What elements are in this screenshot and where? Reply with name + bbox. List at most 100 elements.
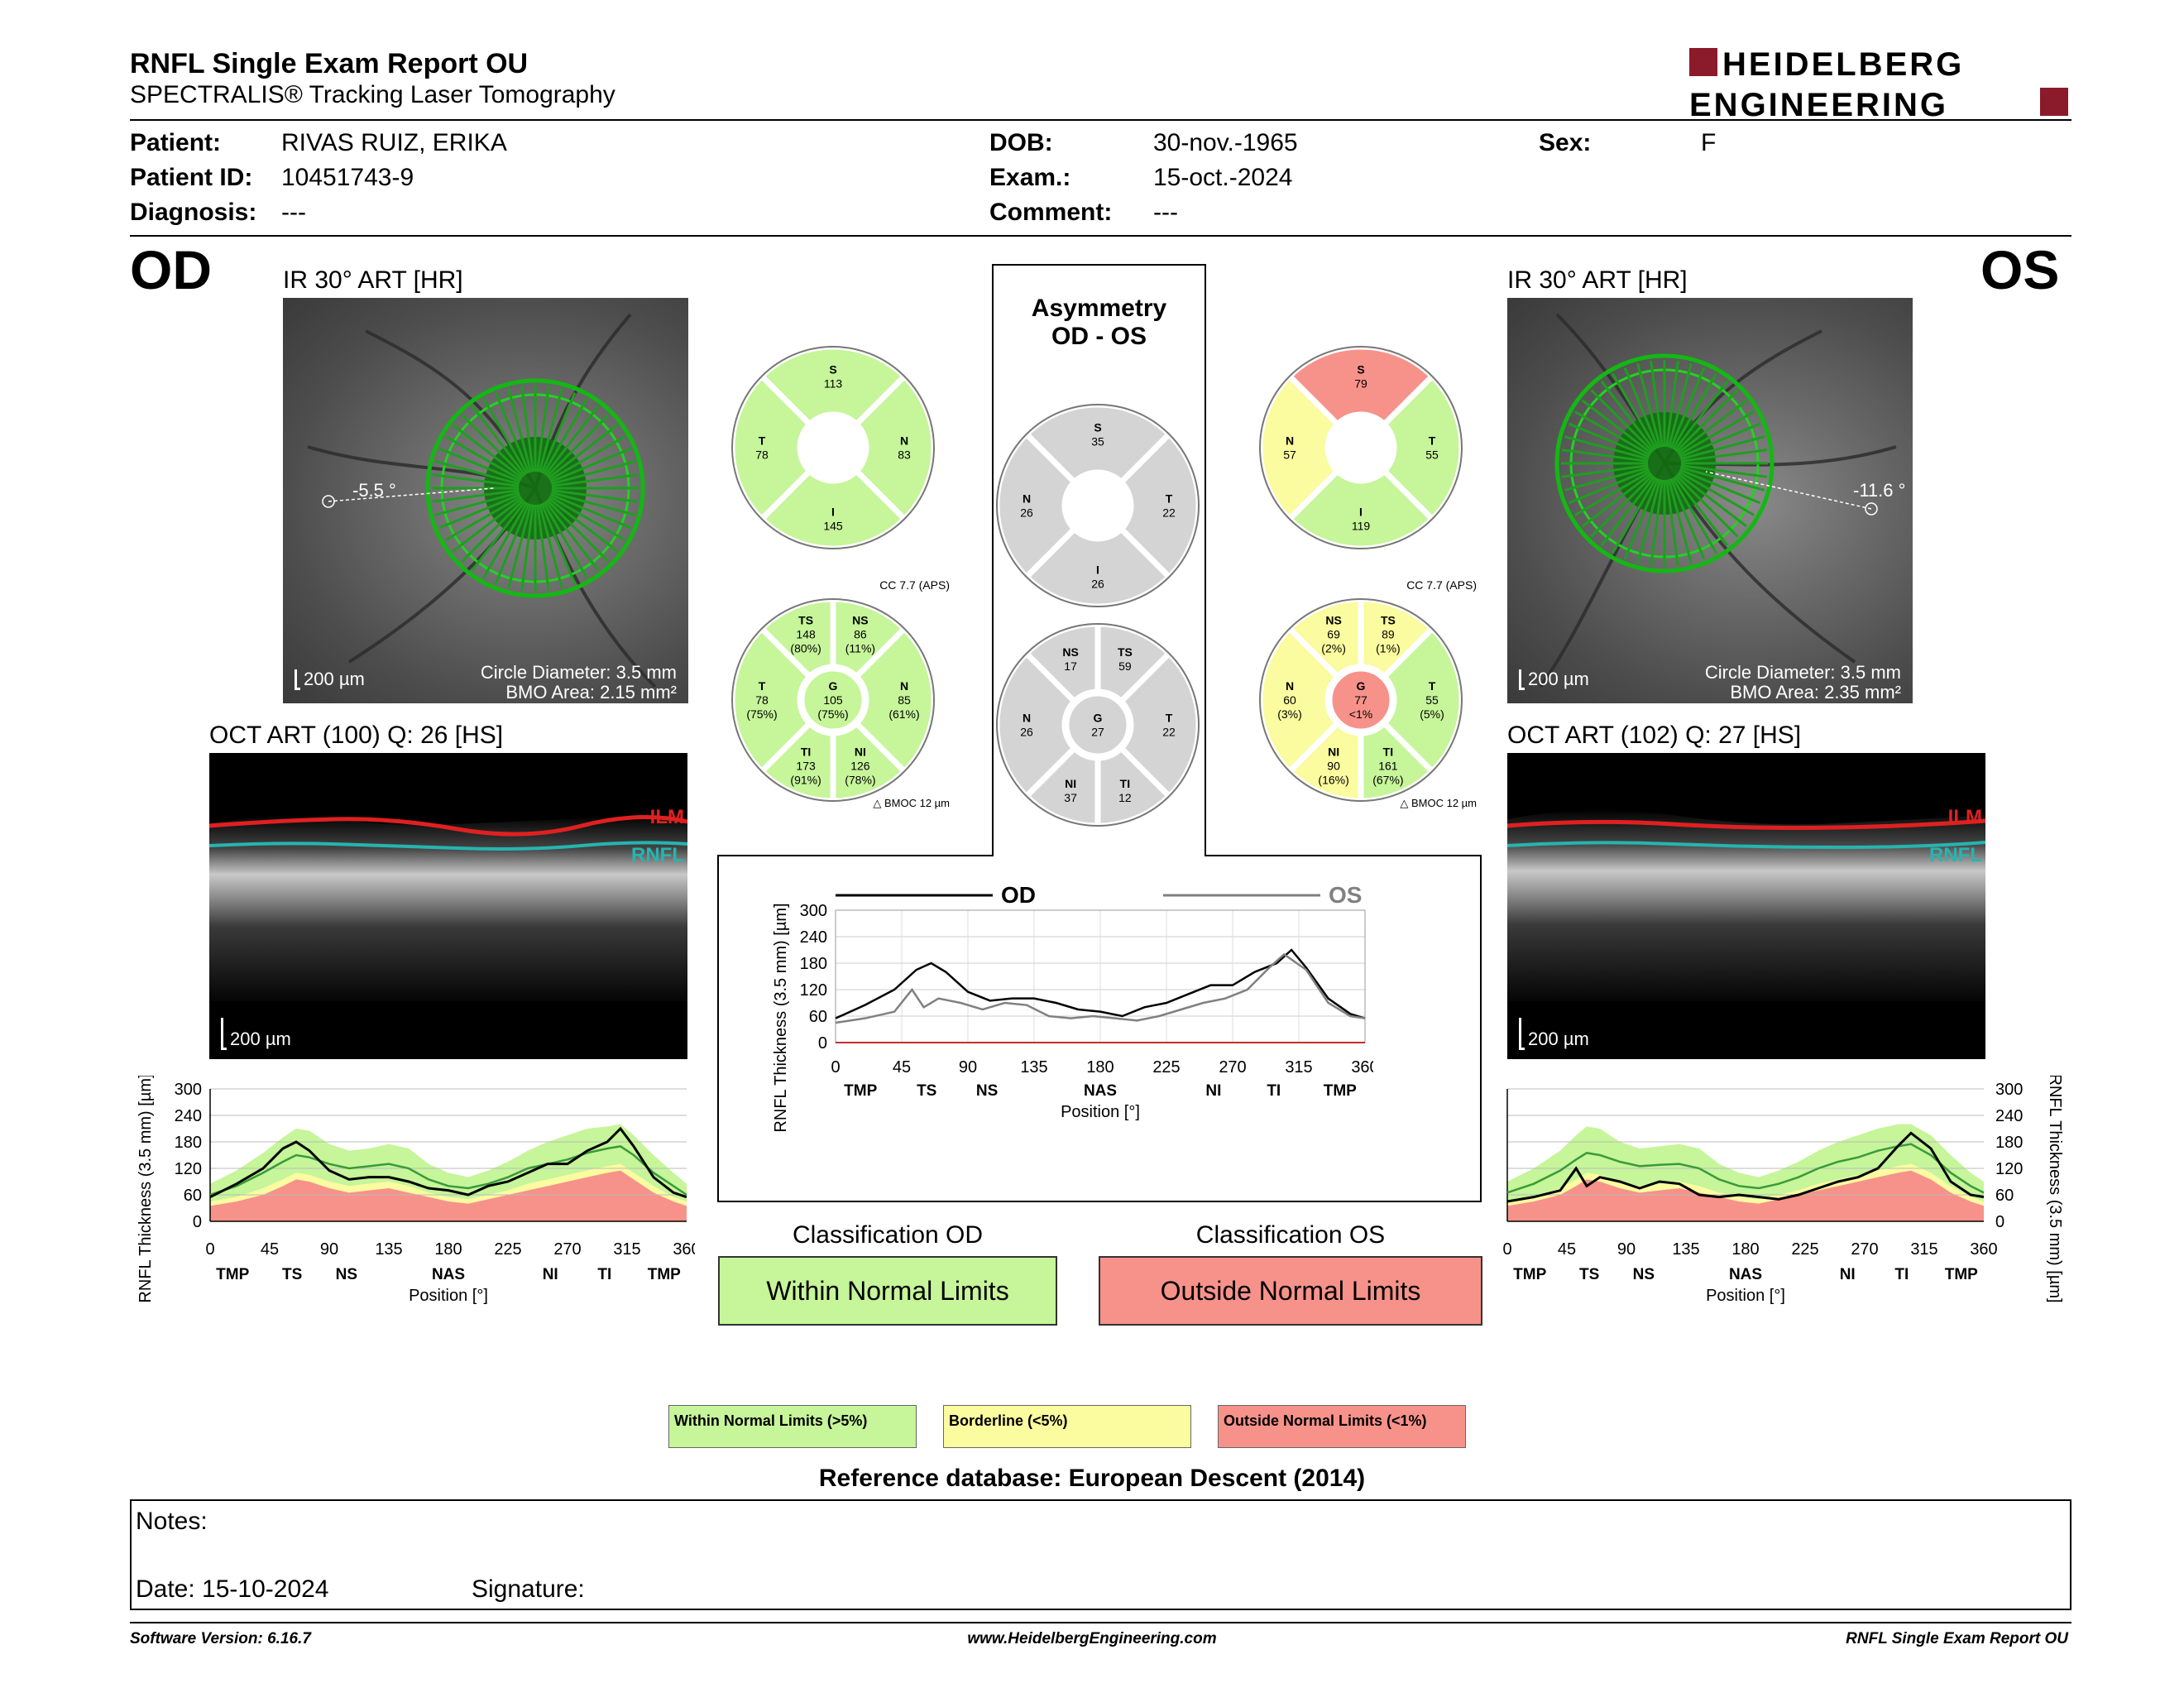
os-bmoc-label: △ BMOC 12 µm (1400, 797, 1477, 809)
od6-label-ts-line2: (80%) (790, 642, 821, 655)
od6-label-g-line0: G (829, 679, 838, 693)
x-tick-225: 225 (1791, 1240, 1818, 1259)
x-tick-45: 45 (1558, 1240, 1576, 1259)
asym4-outline (996, 404, 1200, 607)
sector-label-ns: NS (976, 1082, 998, 1100)
asym6-label-ts-line0: TS (1118, 645, 1133, 659)
website-link[interactable]: www.HeidelbergEngineering.com (967, 1630, 1217, 1647)
patient-name: RIVAS RUIZ, ERIKA (281, 129, 507, 156)
legend-wnl: Within Normal Limits (>5%) (668, 1405, 917, 1448)
x-tick-135: 135 (1020, 1058, 1047, 1077)
os-thickness-chart: 0 60 120 180 240 300 0 45 90 135 180 225 270 315 360 TM… (1502, 1076, 2064, 1305)
sector-label-nas: NAS (1084, 1082, 1117, 1100)
asym6-label-ni-line0: NI (1065, 777, 1076, 790)
patient-id-label: Patient ID: (130, 164, 253, 191)
os4-label-n-line0: N (1286, 434, 1294, 448)
x-tick-0: 0 (205, 1240, 214, 1259)
y-tick-300: 300 (1995, 1081, 2023, 1099)
sector-label-ti: TI (1267, 1082, 1281, 1100)
os-oct-title: OCT ART (102) Q: 27 [HS] (1507, 722, 1802, 749)
sector-label-nas: NAS (432, 1266, 465, 1283)
y-tick-180: 180 (1995, 1134, 2023, 1152)
x-tick-180: 180 (1731, 1240, 1759, 1259)
od-oct-scale-label: 200 µm (230, 1029, 291, 1049)
os6-label-t-line1: 55 (1425, 693, 1439, 707)
patient-id: 10451743-9 (281, 164, 414, 191)
y-tick-240: 240 (175, 1107, 202, 1125)
os-ir-title: IR 30° ART [HR] (1507, 266, 1688, 294)
od4-label-t-line0: T (759, 434, 766, 448)
od-bmo-area: BMO Area: 2.15 mm² (505, 682, 677, 703)
sector-label-ni: NI (1840, 1266, 1856, 1283)
od-oct-image: ILM RNFL 200 µm (209, 753, 687, 1059)
os4-label-n-line1: 57 (1283, 448, 1296, 462)
dob-value: 30-nov.-1965 (1153, 129, 1298, 156)
y-tick-180: 180 (800, 955, 827, 973)
od6-label-g-line2: (75%) (817, 707, 848, 721)
od-oct-scale: 200 µm (221, 1018, 291, 1050)
report-title: RNFL Single Exam Report OU (130, 48, 529, 79)
asym4-label-n-line1: 26 (1020, 506, 1033, 520)
od6-outline (731, 598, 935, 802)
os-cc-label: CC 7.7 (APS) (1406, 578, 1477, 592)
od6-label-g-line1: 105 (823, 693, 843, 707)
y-tick-300: 300 (175, 1081, 202, 1099)
software-version: Software Version: 6.16.7 (130, 1630, 311, 1647)
x-tick-225: 225 (494, 1240, 521, 1259)
comment-label: Comment: (989, 199, 1113, 226)
sector-label-ts: TS (917, 1082, 936, 1100)
sector-label-tmp: TMP (844, 1082, 877, 1100)
asym6-sector-g (1066, 693, 1129, 756)
os6-label-ns-line0: NS (1325, 614, 1341, 627)
os-oct-scale: 200 µm (1519, 1018, 1589, 1050)
os6-label-t-line2: (5%) (1420, 707, 1444, 721)
os-classification-box: Outside Normal Limits (1099, 1256, 1482, 1326)
os6-label-ts-line1: 89 (1382, 628, 1395, 641)
series-os (835, 952, 1366, 1024)
os6-label-ti-line0: TI (1383, 745, 1393, 758)
os-scale-bar: 200 µm (1519, 669, 1589, 690)
asymmetry-title-line1: Asymmetry (1031, 295, 1167, 322)
thickness-line (209, 1126, 687, 1199)
os-eye-label: OS (1980, 239, 2060, 300)
od4-label-n-line1: 83 (898, 448, 911, 462)
y-tick-60: 60 (1995, 1187, 2014, 1205)
logo-line2: ENGINEERING (1689, 87, 1948, 121)
notes-label: Notes: (136, 1508, 208, 1535)
os6-label-t-line0: T (1429, 679, 1436, 693)
asym4-label-t-line0: T (1166, 492, 1173, 506)
os6-label-n-line0: N (1286, 679, 1294, 693)
y-tick-60: 60 (809, 1008, 827, 1026)
x-tick-90: 90 (320, 1240, 338, 1259)
os4-label-s-line1: 79 (1354, 377, 1367, 391)
x-tick-180: 180 (1086, 1058, 1114, 1077)
od6-label-n-line2: (61%) (888, 707, 919, 721)
os4-label-s-line0: S (1357, 363, 1364, 376)
os6-label-g-line2: <1% (1349, 707, 1372, 721)
x-tick-45: 45 (893, 1058, 911, 1077)
asym4-label-t-line1: 22 (1162, 506, 1176, 520)
y-tick-300: 300 (800, 902, 827, 920)
asym6-label-ts-line1: 59 (1118, 659, 1132, 673)
sector-label-tmp: TMP (1945, 1266, 1978, 1283)
y-axis-label: RNFL Thickness (3.5 mm) [µm] (772, 903, 790, 1132)
od6-label-n-line1: 85 (898, 693, 911, 707)
asym6-label-ni-line1: 37 (1064, 791, 1077, 804)
x-tick-315: 315 (1910, 1240, 1937, 1259)
od6-sector-g (802, 669, 864, 731)
y-tick-240: 240 (1995, 1107, 2023, 1125)
os6-label-g-line1: 77 (1354, 693, 1367, 707)
notes-box (130, 1499, 2071, 1610)
od-bmoc-label: △ BMOC 12 µm (873, 797, 950, 809)
od-ir-title: IR 30° ART [HR] (283, 266, 463, 294)
x-tick-180: 180 (434, 1240, 462, 1259)
y-tick-0: 0 (1995, 1213, 2004, 1231)
sector-label-tmp: TMP (1324, 1082, 1357, 1100)
os6-sector-g (1329, 669, 1392, 731)
os-fundus-image: -11.6 ° 200 µm Circle Diameter: 3.5 mm B… (1507, 298, 1913, 703)
od4-label-t-line1: 78 (755, 448, 769, 462)
os4-label-t-line0: T (1429, 434, 1436, 448)
od4-label-s-line0: S (829, 363, 836, 376)
band-onl (210, 1170, 687, 1221)
exam-value: 15-oct.-2024 (1153, 164, 1293, 191)
